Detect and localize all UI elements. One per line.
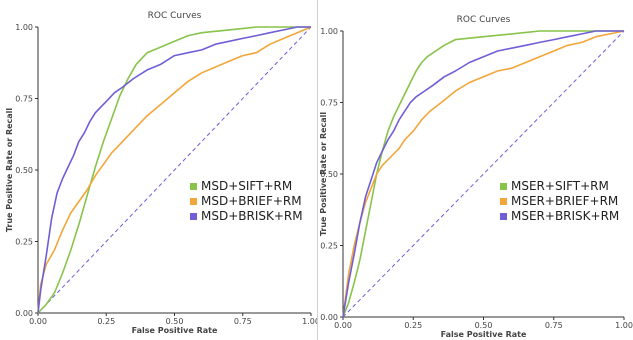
chart-title: ROC Curves [457,15,511,25]
legend-label: MSD+BRIEF+RM [201,194,302,208]
legend-swatch [190,213,197,220]
series-line-1 [37,26,311,314]
y-tick-label: 0.25 [320,242,338,251]
series-line-1 [342,30,624,318]
y-tick-label: 0.75 [15,95,33,104]
legend-swatch [190,198,197,205]
series-line-2 [342,30,625,318]
x-tick-label: 1.00 [615,321,633,330]
x-tick-label: 0.75 [545,321,563,330]
x-axis-label: False Positive Rate [132,326,218,335]
legend-swatch [500,213,507,220]
x-tick-label: 0.00 [334,321,352,330]
y-tick-label: 0.50 [15,166,33,175]
x-tick-label: 0.75 [234,317,252,326]
x-axis-label: False Positive Rate [441,330,527,339]
y-tick-label: 0.50 [320,170,338,179]
x-tick-label: 0.50 [166,317,184,326]
legend-swatch [500,183,507,190]
roc-chart-right: ROC Curves 0.00 0.25 0.50 0.75 1.00 0.00 0.25 0.… [319,15,633,339]
y-tick-label: 1.00 [320,27,338,36]
y-tick-label: 0.00 [320,313,338,322]
x-tick-label: 0.25 [404,321,422,330]
y-tick-label: 0.75 [320,99,338,108]
legend-swatch [500,198,507,205]
x-tick-label: 0.50 [475,321,493,330]
legend-label: MSER+BRIEF+RM [511,194,618,208]
legend-swatch [190,183,197,190]
panel-divider [317,0,318,340]
roc-chart-left: ROC Curves 0.00 0.25 0.50 0.75 1.00 0.00 0.25 0.… [5,11,317,335]
x-tick-label: 1.00 [302,317,317,326]
y-tick-label: 1.00 [15,23,33,32]
y-axis-label: True Positive Rate or Recall [5,108,14,233]
x-tick-label: 0.00 [29,317,47,326]
legend-label: MSD+BRISK+RM [201,209,303,223]
chance-diagonal-line [37,26,312,314]
x-tick-label: 0.25 [97,317,115,326]
chance-diagonal-line [342,30,625,318]
legend-label: MSD+SIFT+RM [201,179,292,193]
chart-title: ROC Curves [148,11,202,21]
legend-label: MSER+BRISK+RM [511,209,619,223]
legend-label: MSER+SIFT+RM [511,179,609,193]
series-line-2 [37,26,312,314]
series-line-3 [37,26,311,314]
y-axis-label: True Positive Rate or Recall [319,112,328,237]
y-tick-label: 0.00 [15,309,33,318]
series-line-3 [342,30,624,318]
y-tick-label: 0.25 [15,238,33,247]
